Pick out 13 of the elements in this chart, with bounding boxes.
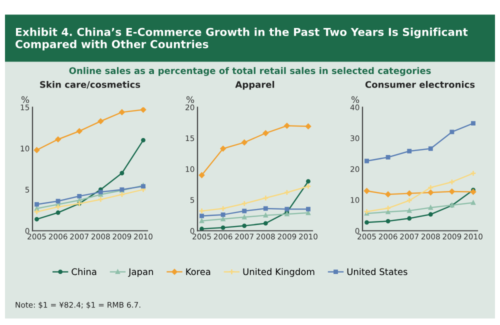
text: Exhibit 4. China’s E-Commerce Growth in the Past Two Years Is Significant Compared with Other Countries — [16, 28, 468, 50]
chart-title: Apparel — [235, 80, 274, 90]
y-axis-title: % — [22, 96, 30, 104]
legend-label: United States — [347, 268, 408, 276]
legend-label: Japan — [128, 268, 153, 277]
chart-title: Consumer electronics — [365, 80, 475, 88]
legend-label: China — [72, 268, 96, 276]
chart-title: Skin care/cosmetics — [40, 80, 140, 89]
legend-label: Korea — [186, 268, 210, 276]
legend-label: United Kingdom — [243, 268, 314, 277]
y-axis-title: % — [186, 96, 194, 104]
text: Online sales as a percentage of total retail sales in selected categories — [69, 67, 431, 76]
y-axis-title: % — [352, 96, 360, 104]
